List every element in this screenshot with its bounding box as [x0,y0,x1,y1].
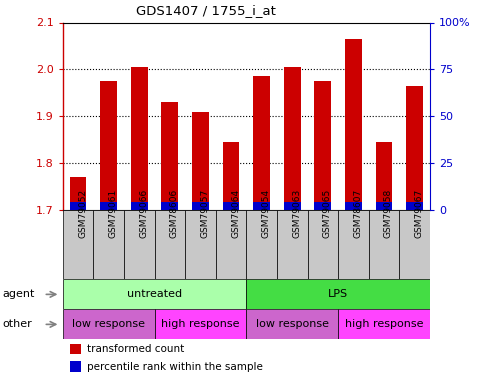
Bar [376,142,392,210]
Bar [185,210,216,279]
Bar [131,67,148,210]
Bar [70,362,81,372]
Text: low response: low response [72,320,145,329]
Text: high response: high response [345,320,423,329]
Bar [246,279,430,309]
Bar [63,309,155,339]
Text: GSM78606: GSM78606 [170,189,179,238]
Bar [161,102,178,210]
Text: untreated: untreated [127,290,182,299]
Bar [406,86,423,210]
Bar [70,177,86,210]
Text: percentile rank within the sample: percentile rank within the sample [86,362,263,372]
Text: other: other [2,320,32,329]
Bar [100,202,117,210]
Text: GSM79064: GSM79064 [231,189,240,238]
Bar [284,202,300,210]
Bar [314,81,331,210]
Text: GSM79063: GSM79063 [292,189,301,238]
Text: GSM79057: GSM79057 [200,189,210,238]
Text: GDS1407 / 1755_i_at: GDS1407 / 1755_i_at [136,4,276,17]
Bar [63,210,93,279]
Bar [63,279,246,309]
Bar [223,202,240,210]
Bar [246,309,338,339]
Bar [277,210,308,279]
Bar [93,210,124,279]
Text: low response: low response [256,320,329,329]
Text: high response: high response [161,320,240,329]
Text: transformed count: transformed count [86,344,184,354]
Bar [161,202,178,210]
Bar [253,76,270,210]
Text: GSM79066: GSM79066 [139,189,148,238]
Bar [253,202,270,210]
Text: GSM79065: GSM79065 [323,189,332,238]
Bar [284,67,300,210]
Bar [406,202,423,210]
Bar [338,210,369,279]
Bar [155,309,246,339]
Bar [70,202,86,210]
Bar [124,210,155,279]
Text: GSM79067: GSM79067 [414,189,424,238]
Text: LPS: LPS [328,290,348,299]
Text: GSM79058: GSM79058 [384,189,393,238]
Bar [70,344,81,354]
Bar [345,39,362,210]
Bar [131,202,148,210]
Bar [246,210,277,279]
Text: agent: agent [2,290,35,299]
Text: GSM79061: GSM79061 [109,189,118,238]
Text: GSM79052: GSM79052 [78,189,87,238]
Bar [345,202,362,210]
Bar [216,210,246,279]
Bar [100,81,117,210]
Bar [308,210,338,279]
Bar [314,202,331,210]
Bar [192,202,209,210]
Bar [223,142,240,210]
Bar [155,210,185,279]
Bar [369,210,399,279]
Bar [338,309,430,339]
Bar [399,210,430,279]
Bar [192,112,209,210]
Text: GSM78607: GSM78607 [354,189,362,238]
Text: GSM79054: GSM79054 [262,189,270,238]
Bar [376,202,392,210]
